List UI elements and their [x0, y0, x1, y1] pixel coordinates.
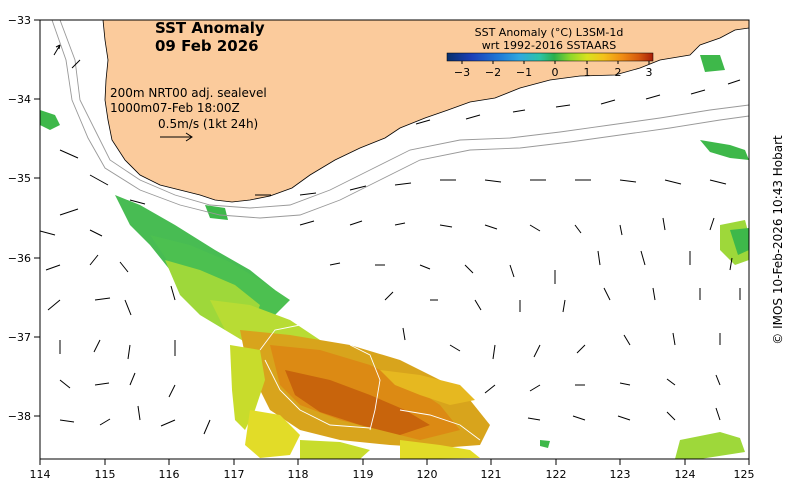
legend-tick: 3	[646, 66, 653, 79]
lat-label: −34	[8, 93, 31, 106]
lon-label: 124	[675, 468, 696, 481]
lon-label: 122	[546, 468, 567, 481]
legend-tick: −1	[516, 66, 532, 79]
legend-title-2: wrt 1992-2016 SSTAARS	[482, 39, 617, 52]
lat-label: −38	[8, 410, 31, 423]
legend-title-1: SST Anomaly (°C) L3SM-1d	[475, 26, 624, 39]
current-arrows	[40, 44, 741, 435]
map-date: 09 Feb 2026	[155, 37, 259, 55]
lon-label: 115	[95, 468, 116, 481]
info-line-3: 0.5m/s (1kt 24h)	[158, 117, 258, 131]
bathymetry-contours	[51, 20, 749, 219]
scale-arrow-icon	[160, 132, 193, 142]
map-title: SST Anomaly	[155, 19, 265, 37]
lon-label: 118	[288, 468, 309, 481]
lon-label: 114	[30, 468, 51, 481]
lat-label: −36	[8, 252, 31, 265]
legend-tick: −2	[485, 66, 501, 79]
legend-tick: 2	[615, 66, 622, 79]
lon-label: 117	[224, 468, 245, 481]
lon-label: 125	[734, 468, 755, 481]
legend-tick: −3	[454, 66, 470, 79]
plot-frame	[39, 19, 750, 460]
info-line-1: 200m NRT00 adj. sealevel	[110, 86, 267, 100]
y-axis: −33 −34 −35 −36 −37 −38	[8, 14, 40, 423]
lon-label: 120	[417, 468, 438, 481]
credit-text: © IMOS 10-Feb-2026 10:43 Hobart	[771, 135, 785, 345]
lat-label: −35	[8, 172, 31, 185]
colorbar-legend: SST Anomaly (°C) L3SM-1d wrt 1992-2016 S…	[446, 26, 654, 79]
land-australia	[102, 20, 749, 203]
lon-label: 119	[353, 468, 374, 481]
info-line-2: 1000m07-Feb 18:00Z	[110, 101, 240, 115]
lon-label: 123	[610, 468, 631, 481]
legend-tick: 0	[552, 66, 559, 79]
lat-label: −33	[8, 14, 31, 27]
legend-tick: 1	[584, 66, 591, 79]
isotherm-lines	[259, 324, 481, 441]
lon-label: 121	[481, 468, 502, 481]
colorbar	[446, 52, 654, 62]
lon-label: 116	[159, 468, 180, 481]
x-axis: 114 115 116 117 118 119 120 121 122 123 …	[30, 459, 755, 481]
lat-label: −37	[8, 331, 31, 344]
sst-anomaly-patches	[40, 55, 749, 459]
